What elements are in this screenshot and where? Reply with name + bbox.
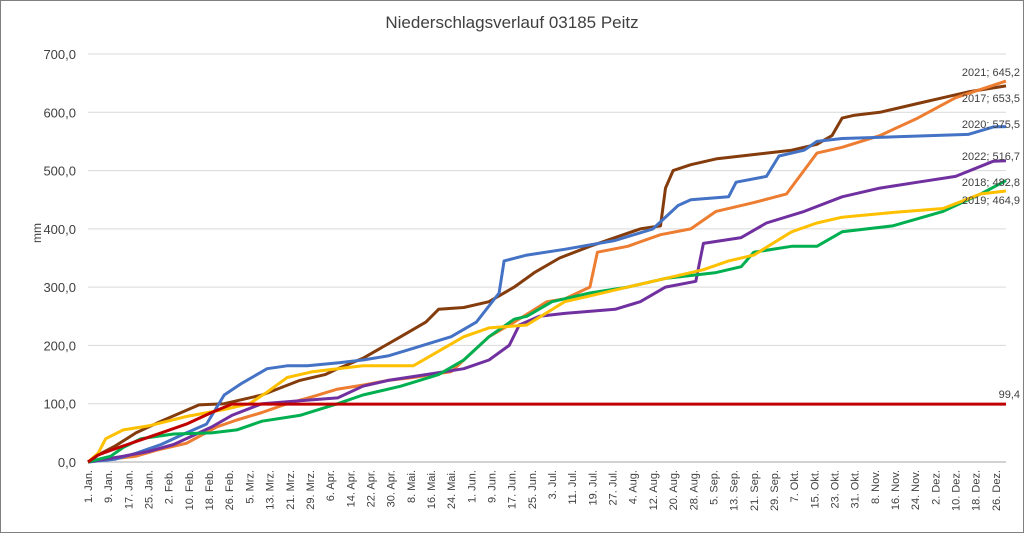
series-end-label: 2020; 575,5 xyxy=(962,119,1020,131)
x-tick-label: 12. Aug. xyxy=(648,470,660,510)
x-tick-label: 16. Nov. xyxy=(890,470,902,510)
series-line xyxy=(87,84,1007,464)
y-tick-label: 700,0 xyxy=(43,47,76,62)
y-tick-label: 400,0 xyxy=(43,222,76,237)
x-tick-label: 5. Mrz. xyxy=(244,470,256,504)
x-tick-label: 17. Jun. xyxy=(507,470,519,509)
x-tick-label: 21. Mrz. xyxy=(285,470,297,510)
x-tick-label: 25. Jan. xyxy=(144,470,156,509)
y-tick-label: 100,0 xyxy=(43,397,76,412)
series-line xyxy=(87,189,1007,464)
y-tick-label: 0,0 xyxy=(58,455,76,470)
series-end-label: 2021; 645,2 xyxy=(962,67,1020,79)
series-end-label: 2018; 482,8 xyxy=(962,177,1020,189)
y-tick-label: 600,0 xyxy=(43,105,76,120)
x-tick-label: 20. Aug. xyxy=(668,470,680,510)
series-lines xyxy=(87,79,1007,464)
x-tick-label: 10. Feb. xyxy=(184,470,196,510)
x-tick-label: 2. Feb. xyxy=(164,470,176,504)
x-tick-label: 26. Feb. xyxy=(224,470,236,510)
x-tick-label: 9. Jan. xyxy=(103,470,115,503)
series-end-label: 2017; 653,5 xyxy=(962,93,1020,105)
series-line xyxy=(87,125,1007,464)
series-end-label: 2022; 516,7 xyxy=(962,151,1020,163)
x-tick-label: 11. Jul. xyxy=(567,470,579,505)
x-tick-label: 29. Sep. xyxy=(769,470,781,511)
x-tick-label: 23. Okt. xyxy=(830,470,842,509)
x-tick-label: 28. Aug. xyxy=(688,470,700,510)
x-tick-label: 31. Okt. xyxy=(850,470,862,509)
series-line xyxy=(87,79,1007,464)
x-tick-label: 8. Nov. xyxy=(870,470,882,504)
x-tick-label: 13. Sep. xyxy=(729,470,741,511)
x-tick-label: 3. Jul. xyxy=(547,470,559,499)
x-tick-label: 6. Apr. xyxy=(325,470,337,501)
x-tick-label: 18. Dez. xyxy=(971,470,983,511)
x-tick-label: 16. Mai. xyxy=(426,470,438,509)
x-tick-label: 10. Dez. xyxy=(951,470,963,511)
series-end-label: 2019; 464,9 xyxy=(962,195,1020,207)
x-tick-label: 21. Sep. xyxy=(749,470,761,511)
x-tick-label: 1. Jun. xyxy=(466,470,478,503)
grid-lines xyxy=(88,53,1006,463)
x-tick-label: 18. Feb. xyxy=(204,470,216,510)
x-tick-label: 8. Mai. xyxy=(406,470,418,503)
x-tick-label: 17. Jan. xyxy=(123,470,135,509)
x-tick-label: 7. Okt. xyxy=(789,470,801,502)
series-line xyxy=(87,159,1007,464)
x-tick-label: 15. Okt. xyxy=(809,470,821,509)
x-tick-label: 9. Jun. xyxy=(487,470,499,503)
x-tick-label: 27. Jul. xyxy=(608,470,620,505)
x-tick-label: 14. Apr. xyxy=(345,470,357,507)
y-tick-label: 200,0 xyxy=(43,338,76,353)
x-tick-label: 25. Jun. xyxy=(527,470,539,509)
y-tick-label: 500,0 xyxy=(43,164,76,179)
x-tick-label: 2. Dez. xyxy=(930,470,942,505)
series-labels: 2021; 645,2 2017; 653,5 2020; 575,5 2022; 5… xyxy=(962,67,1020,401)
chart-title: Niederschlagsverlauf 03185 Peitz xyxy=(385,13,639,32)
x-tick-label: 13. Mrz. xyxy=(265,470,277,510)
x-tick-label: 4. Aug. xyxy=(628,470,640,504)
x-tick-label: 1. Jan. xyxy=(83,470,95,503)
y-tick-label: 300,0 xyxy=(43,280,76,295)
x-tick-label: 26. Dez. xyxy=(991,470,1003,511)
x-tick-label: 5. Sep. xyxy=(708,470,720,505)
x-tick-label: 24. Mai. xyxy=(446,470,458,509)
x-tick-label: 22. Apr. xyxy=(365,470,377,507)
series-end-label: 99,4 xyxy=(999,389,1020,401)
x-tick-label: 29. Mrz. xyxy=(305,470,317,510)
x-tick-label: 19. Jul. xyxy=(587,470,599,505)
series-line xyxy=(87,402,1006,464)
x-tick-label: 30. Apr. xyxy=(386,470,398,507)
y-tick-labels: 0,0 100,0 200,0 300,0 400,0 500,0 600,0 700,0 xyxy=(43,47,76,470)
series-line xyxy=(87,179,1007,464)
x-tick-label: 24. Nov. xyxy=(910,470,922,510)
x-tick-labels: 1. Jan. 9. Jan. 17. Jan. 25. Jan. 2. Feb. 10.… xyxy=(83,470,1003,511)
